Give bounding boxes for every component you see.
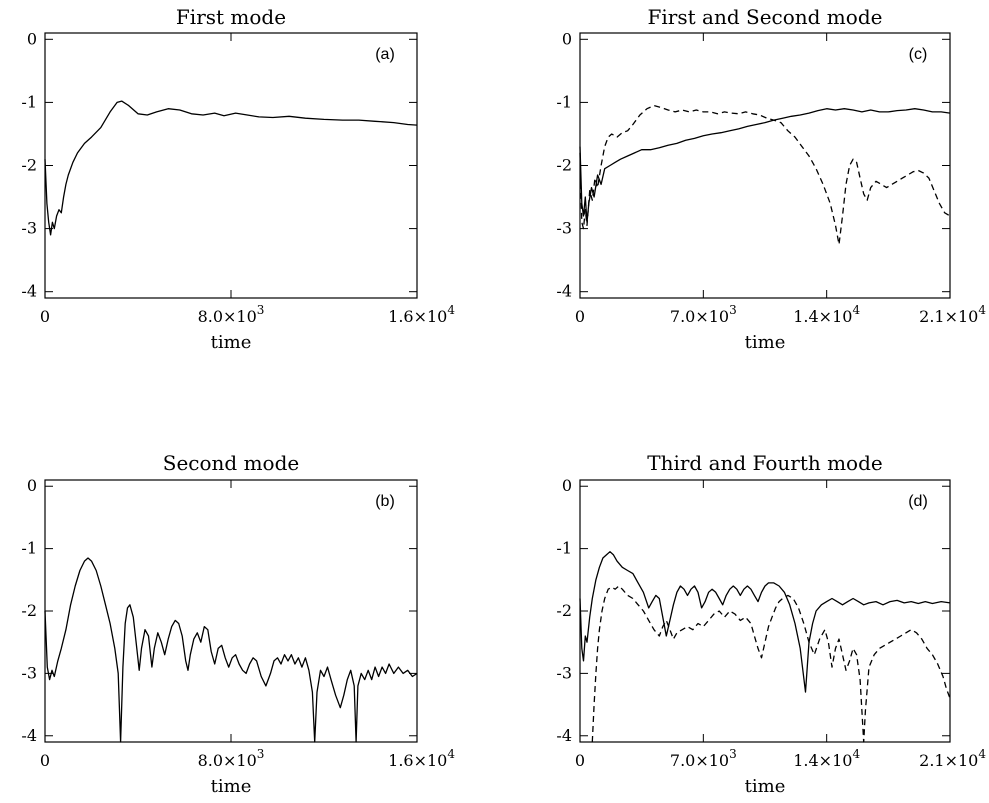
x-tick-label-mantissa: 0 bbox=[40, 307, 50, 326]
x-tick-label-mantissa: 1.4×10 bbox=[793, 751, 852, 770]
y-tick-label: -3 bbox=[21, 219, 37, 238]
y-tick-label: 0 bbox=[27, 29, 37, 48]
x-tick-label-mantissa: 2.1×10 bbox=[919, 307, 978, 326]
panel-title: First mode bbox=[176, 5, 286, 29]
y-tick-label: -3 bbox=[21, 663, 37, 682]
x-tick-label: 8.0×103 bbox=[198, 303, 265, 326]
x-tick-label-exponent: 3 bbox=[257, 303, 265, 317]
y-tick-label: -1 bbox=[21, 92, 37, 111]
x-tick-label-mantissa: 8.0×10 bbox=[198, 751, 257, 770]
x-tick-label-mantissa: 0 bbox=[575, 751, 585, 770]
x-tick-label-exponent: 4 bbox=[978, 747, 986, 761]
series-line-dashed bbox=[579, 104, 951, 246]
y-tick-label: -2 bbox=[21, 156, 37, 175]
y-tick-label: -4 bbox=[556, 282, 572, 301]
x-axis-label: time bbox=[211, 776, 252, 797]
panel-letter: (b) bbox=[375, 493, 395, 510]
panel-title: Third and Fourth mode bbox=[647, 451, 883, 475]
axis-frame bbox=[44, 32, 418, 299]
y-tick-label: -4 bbox=[556, 726, 572, 745]
x-tick-label: 1.4×104 bbox=[793, 303, 860, 326]
series-line-solid bbox=[44, 100, 418, 236]
panel-letter: (a) bbox=[375, 46, 395, 63]
series-line-solid bbox=[44, 557, 418, 743]
x-tick-label-exponent: 4 bbox=[447, 747, 455, 761]
x-tick-label-mantissa: 7.0×10 bbox=[670, 751, 729, 770]
x-tick-label-exponent: 4 bbox=[852, 747, 860, 761]
axis-frame bbox=[579, 32, 951, 299]
y-tick-label: -2 bbox=[556, 601, 572, 620]
x-tick-label: 2.1×104 bbox=[919, 303, 986, 326]
y-tick-label: -3 bbox=[556, 663, 572, 682]
series-line-dashed bbox=[591, 585, 951, 743]
series-line-solid bbox=[579, 108, 951, 223]
x-tick-label-mantissa: 0 bbox=[40, 751, 50, 770]
x-tick-label: 0 bbox=[575, 307, 585, 326]
x-tick-label-exponent: 3 bbox=[729, 747, 737, 761]
panel-title: Second mode bbox=[163, 451, 299, 475]
x-tick-label-mantissa: 7.0×10 bbox=[670, 307, 729, 326]
x-tick-label: 8.0×103 bbox=[198, 747, 265, 770]
x-tick-label-mantissa: 1.6×10 bbox=[388, 307, 447, 326]
x-tick-label-exponent: 4 bbox=[447, 303, 455, 317]
x-tick-label-exponent: 4 bbox=[852, 303, 860, 317]
x-axis-label: time bbox=[745, 776, 786, 797]
x-axis-label: time bbox=[211, 332, 252, 353]
axis-frame bbox=[44, 479, 418, 743]
x-tick-label: 0 bbox=[575, 751, 585, 770]
x-tick-label-mantissa: 1.4×10 bbox=[793, 307, 852, 326]
y-tick-label: -2 bbox=[556, 156, 572, 175]
panel-letter: (d) bbox=[908, 493, 928, 510]
panel-title: First and Second mode bbox=[648, 5, 883, 29]
series-line-solid bbox=[579, 551, 951, 693]
y-tick-label: -1 bbox=[21, 539, 37, 558]
x-tick-label: 2.1×104 bbox=[919, 747, 986, 770]
y-tick-label: -4 bbox=[21, 726, 37, 745]
x-tick-label: 1.6×104 bbox=[388, 303, 455, 326]
y-tick-label: -2 bbox=[21, 601, 37, 620]
y-tick-label: -4 bbox=[21, 282, 37, 301]
y-tick-label: 0 bbox=[562, 29, 572, 48]
x-tick-label-mantissa: 8.0×10 bbox=[198, 307, 257, 326]
x-tick-label: 0 bbox=[40, 307, 50, 326]
x-tick-label-exponent: 4 bbox=[978, 303, 986, 317]
y-tick-label: 0 bbox=[562, 476, 572, 495]
y-tick-label: -3 bbox=[556, 219, 572, 238]
x-tick-label: 0 bbox=[40, 751, 50, 770]
y-tick-label: -1 bbox=[556, 539, 572, 558]
y-tick-label: -1 bbox=[556, 92, 572, 111]
x-tick-label: 1.6×104 bbox=[388, 747, 455, 770]
x-tick-label: 7.0×103 bbox=[670, 747, 737, 770]
x-tick-label: 1.4×104 bbox=[793, 747, 860, 770]
x-tick-label-mantissa: 0 bbox=[575, 307, 585, 326]
x-axis-label: time bbox=[745, 332, 786, 353]
panel-letter: (c) bbox=[909, 46, 928, 63]
x-tick-label: 7.0×103 bbox=[670, 303, 737, 326]
y-tick-label: 0 bbox=[27, 476, 37, 495]
x-tick-label-mantissa: 2.1×10 bbox=[919, 751, 978, 770]
x-tick-label-exponent: 3 bbox=[257, 747, 265, 761]
x-tick-label-mantissa: 1.6×10 bbox=[388, 751, 447, 770]
axis-frame bbox=[579, 479, 951, 743]
x-tick-label-exponent: 3 bbox=[729, 303, 737, 317]
